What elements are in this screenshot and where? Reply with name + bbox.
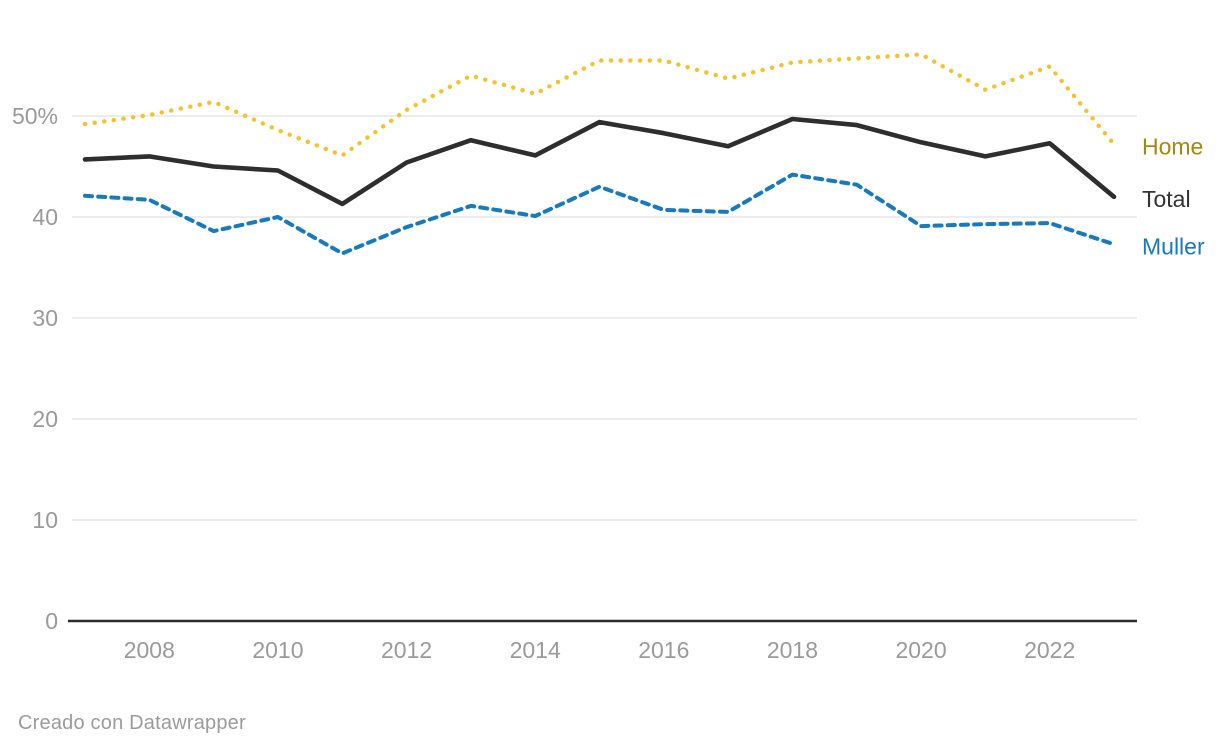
y-tick-label: 10 xyxy=(32,507,58,533)
y-tick-label: 0 xyxy=(45,608,58,634)
series-line-muller xyxy=(83,172,1116,256)
series-line-total xyxy=(82,116,1117,207)
x-tick-label: 2012 xyxy=(381,637,432,663)
y-tick-label: 50% xyxy=(12,103,58,129)
series-line-home xyxy=(82,52,1117,158)
line-chart: 0 10 20 30 40 50% 2008 2010 2012 2014 2016 2018 2020… xyxy=(12,52,1205,663)
x-tick-label: 2016 xyxy=(638,637,689,663)
series-label-home: Home xyxy=(1142,133,1203,159)
series-label-muller: Muller xyxy=(1142,233,1205,259)
y-tick-label: 30 xyxy=(32,305,58,331)
y-tick-label: 20 xyxy=(32,406,58,432)
x-tick-label: 2008 xyxy=(124,637,175,663)
y-grid: 0 10 20 30 40 50% xyxy=(12,103,1137,634)
y-tick-label: 40 xyxy=(32,204,58,230)
chart-credit: Creado con Datawrapper xyxy=(18,712,246,734)
x-tick-label: 2014 xyxy=(510,637,561,663)
x-ticks: 2008 2010 2012 2014 2016 2018 2020 2022 xyxy=(124,637,1076,663)
chart-canvas: 0 10 20 30 40 50% 2008 2010 2012 2014 2016 2018 2020… xyxy=(12,52,1205,663)
x-tick-label: 2018 xyxy=(767,637,818,663)
x-tick-label: 2010 xyxy=(252,637,303,663)
x-tick-label: 2020 xyxy=(895,637,946,663)
series-label-total: Total xyxy=(1142,186,1191,212)
x-tick-label: 2022 xyxy=(1024,637,1075,663)
